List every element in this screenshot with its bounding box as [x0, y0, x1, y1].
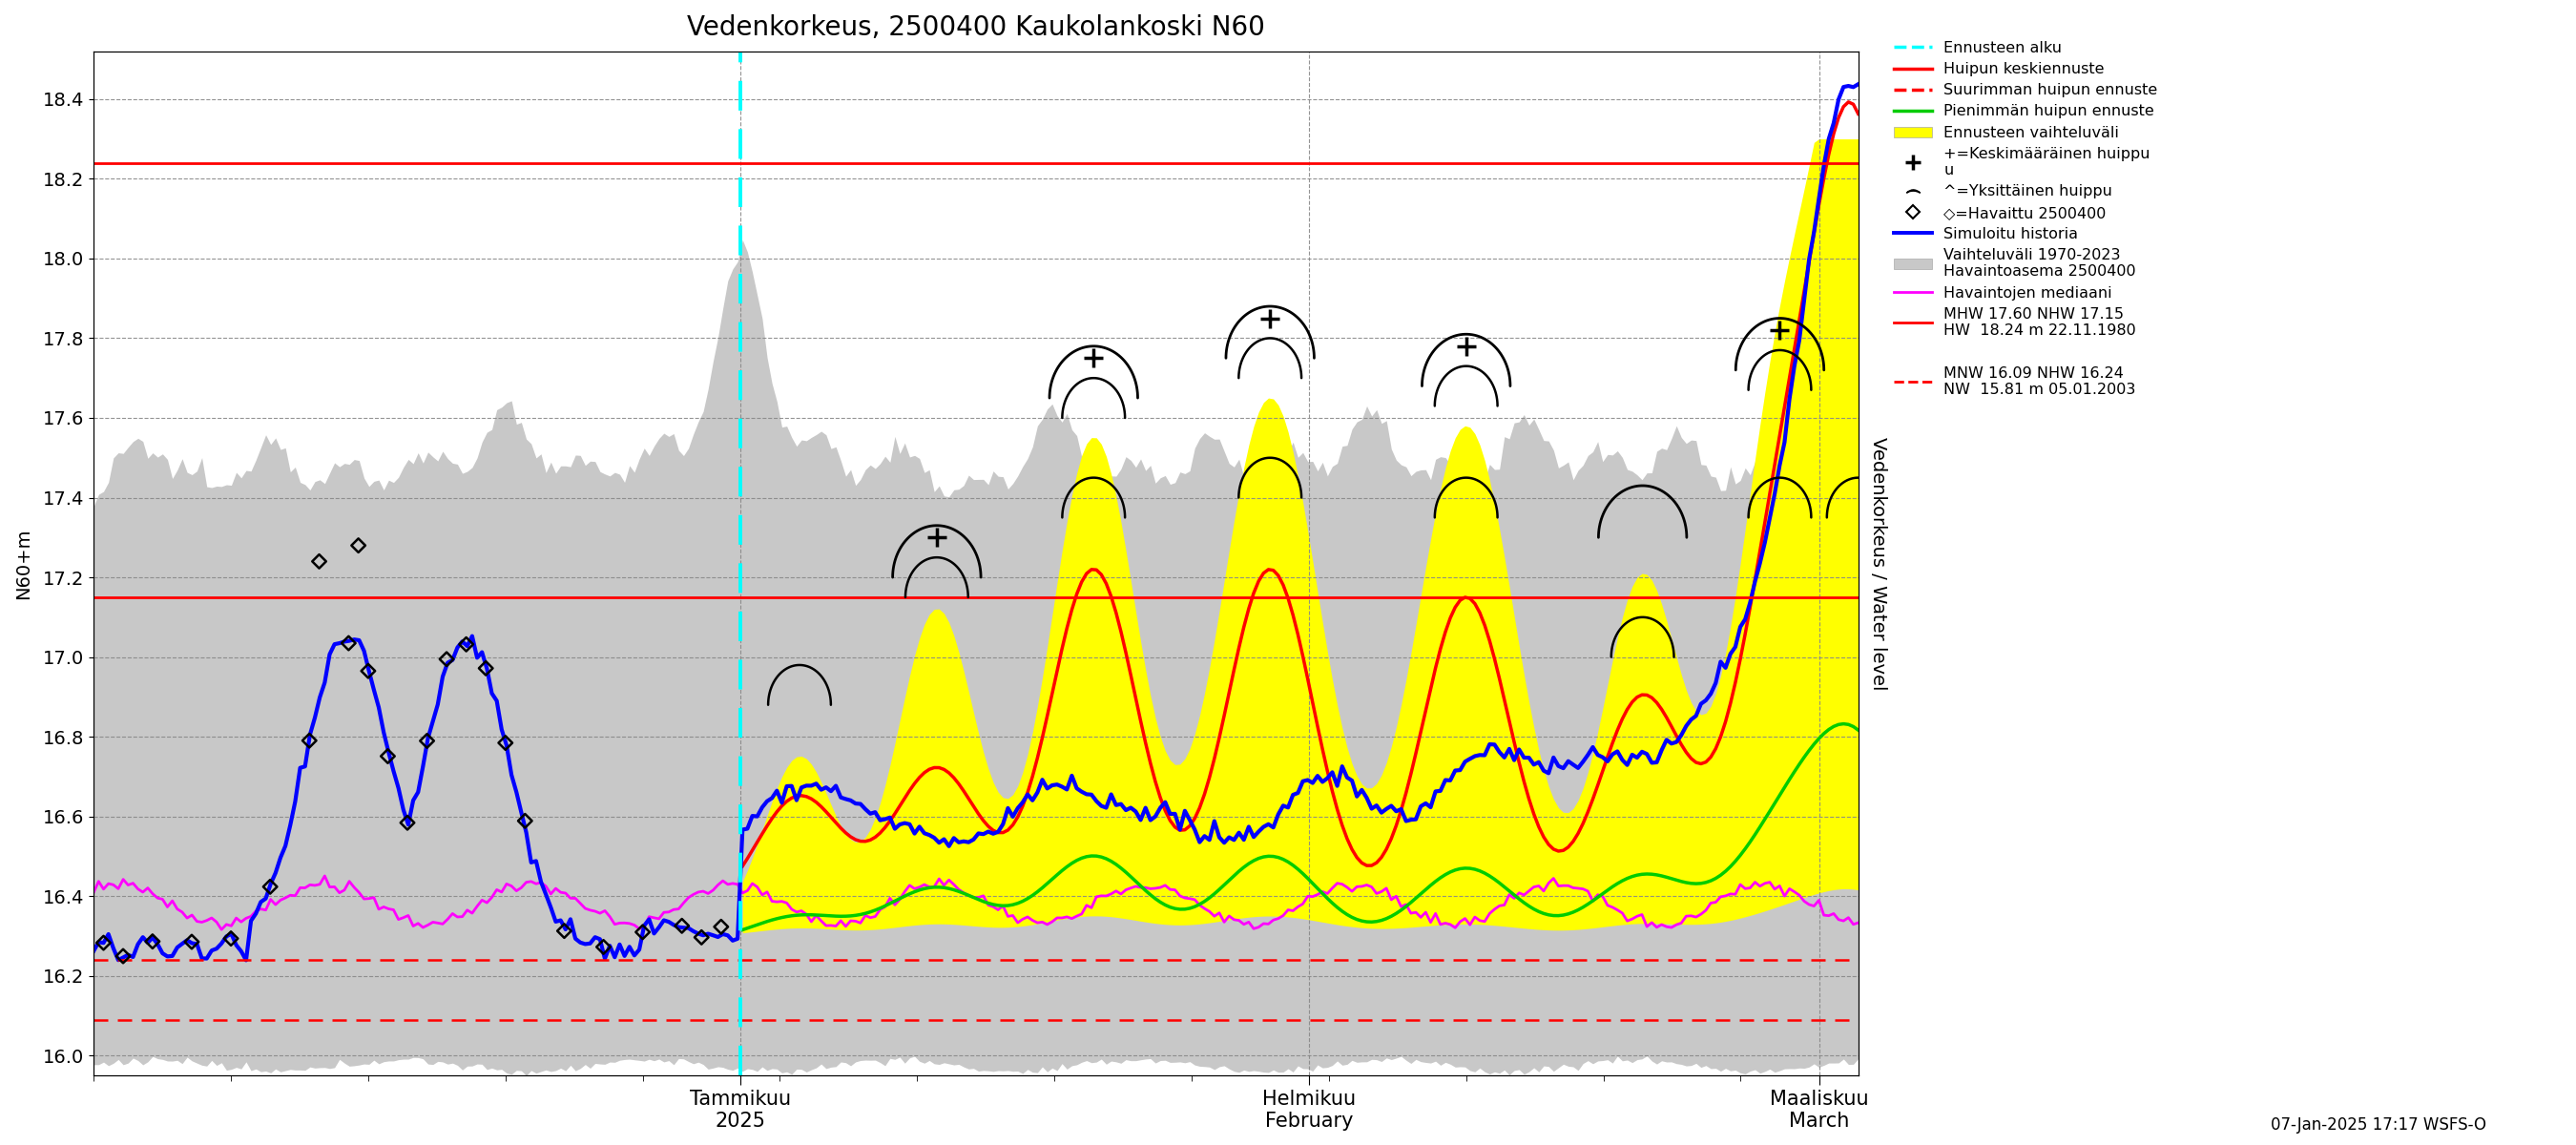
- Point: [131, 932, 173, 950]
- Point: [701, 917, 742, 935]
- Title: Vedenkorkeus, 2500400 Kaukolankoski N60: Vedenkorkeus, 2500400 Kaukolankoski N60: [688, 14, 1265, 41]
- Point: [621, 923, 662, 941]
- Y-axis label: N60+m: N60+m: [15, 528, 33, 599]
- Point: [368, 747, 410, 765]
- Point: [425, 650, 466, 669]
- Point: [407, 732, 448, 750]
- Point: [327, 634, 368, 653]
- Point: [211, 930, 252, 948]
- Point: [446, 635, 487, 654]
- Point: [544, 922, 585, 940]
- Point: [505, 812, 546, 830]
- Point: [82, 933, 124, 951]
- Point: [386, 814, 428, 832]
- Point: [170, 933, 211, 951]
- Y-axis label: Vedenkorkeus / Water level: Vedenkorkeus / Water level: [1868, 436, 1888, 690]
- Point: [466, 660, 507, 678]
- Point: [289, 732, 330, 750]
- Point: [680, 929, 721, 947]
- Point: [337, 536, 379, 554]
- Point: [299, 552, 340, 570]
- Point: [348, 662, 389, 680]
- Point: [582, 938, 623, 956]
- Legend: Ennusteen alku, Huipun keskiennuste, Suurimman huipun ennuste, Pienimmän huipun : Ennusteen alku, Huipun keskiennuste, Suu…: [1893, 41, 2159, 397]
- Point: [662, 917, 703, 935]
- Point: [484, 734, 526, 752]
- Point: [250, 877, 291, 895]
- Text: 07-Jan-2025 17:17 WSFS-O: 07-Jan-2025 17:17 WSFS-O: [2269, 1116, 2486, 1134]
- Point: [103, 947, 144, 965]
